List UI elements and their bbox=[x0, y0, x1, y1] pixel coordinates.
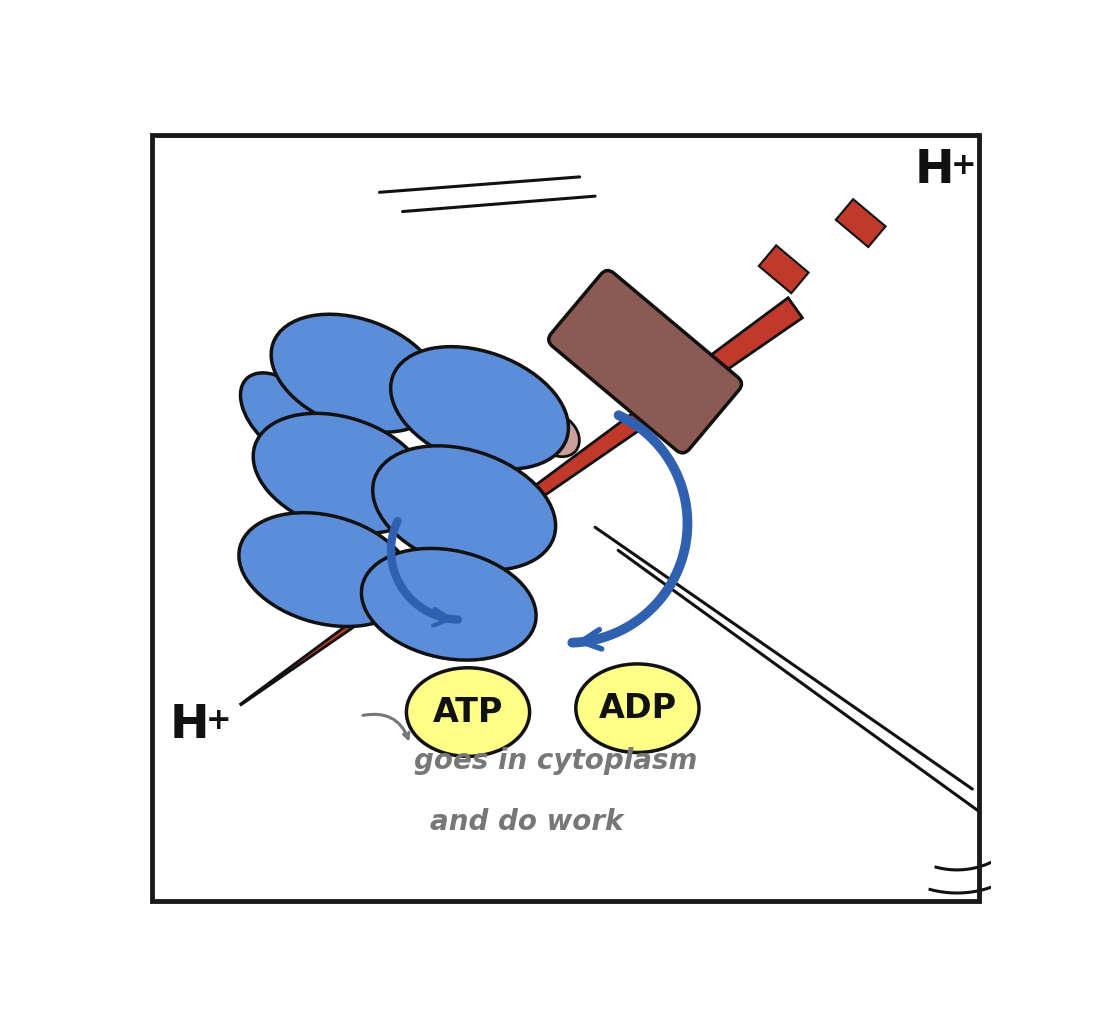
Ellipse shape bbox=[361, 548, 537, 660]
Ellipse shape bbox=[406, 667, 530, 756]
Ellipse shape bbox=[373, 446, 555, 570]
Text: +: + bbox=[951, 152, 976, 180]
Ellipse shape bbox=[238, 512, 412, 626]
Polygon shape bbox=[758, 245, 808, 293]
Ellipse shape bbox=[533, 413, 580, 457]
Text: ADP: ADP bbox=[598, 692, 677, 725]
FancyBboxPatch shape bbox=[549, 271, 742, 453]
Text: +: + bbox=[206, 706, 232, 735]
Text: ATP: ATP bbox=[433, 696, 503, 729]
Ellipse shape bbox=[253, 413, 428, 533]
Ellipse shape bbox=[272, 315, 442, 433]
Text: H: H bbox=[170, 703, 210, 748]
Text: H: H bbox=[914, 149, 954, 194]
Ellipse shape bbox=[241, 373, 326, 458]
Polygon shape bbox=[836, 199, 885, 247]
Polygon shape bbox=[241, 298, 803, 704]
Text: goes in cytoplasm: goes in cytoplasm bbox=[414, 746, 698, 775]
Text: and do work: and do work bbox=[429, 809, 623, 836]
Ellipse shape bbox=[576, 664, 699, 752]
Ellipse shape bbox=[391, 346, 569, 469]
